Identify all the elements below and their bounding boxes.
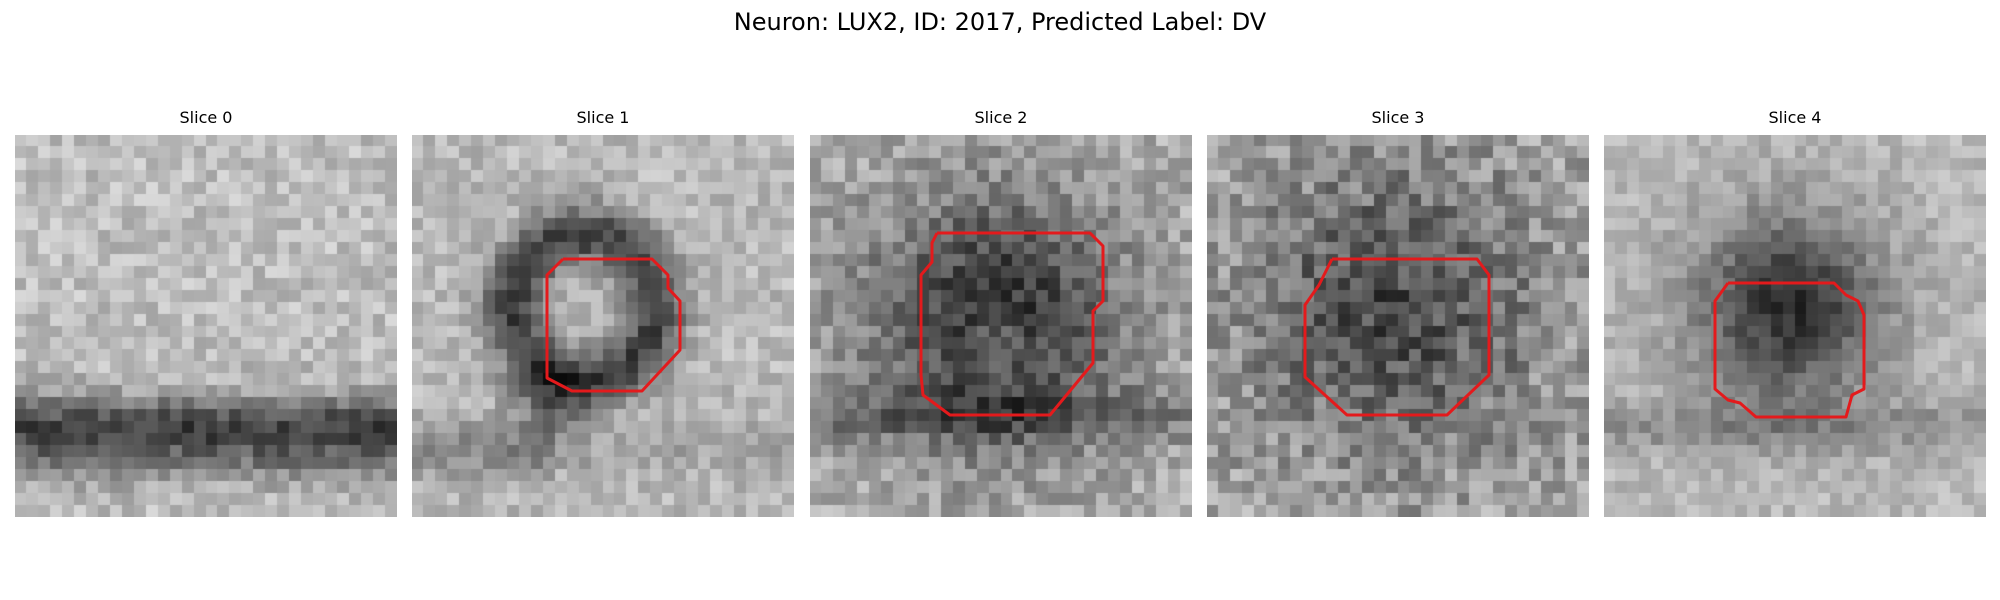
slice-panel-3: Slice 3	[1207, 108, 1589, 517]
slice-title: Slice 0	[179, 108, 233, 127]
slice-title: Slice 2	[974, 108, 1028, 127]
slice-image	[15, 135, 397, 517]
slice-title: Slice 3	[1371, 108, 1425, 127]
slice-image	[412, 135, 794, 517]
slice-title: Slice 4	[1768, 108, 1822, 127]
slice-image	[1207, 135, 1589, 517]
slice-panel-1: Slice 1	[412, 108, 794, 517]
slice-image	[810, 135, 1192, 517]
slice-image	[1604, 135, 1986, 517]
figure-title: Neuron: LUX2, ID: 2017, Predicted Label:…	[733, 8, 1267, 36]
slice-title: Slice 1	[576, 108, 630, 127]
slice-panel-4: Slice 4	[1604, 108, 1986, 517]
slice-panel-2: Slice 2	[810, 108, 1192, 517]
slice-panel-0: Slice 0	[15, 108, 397, 517]
